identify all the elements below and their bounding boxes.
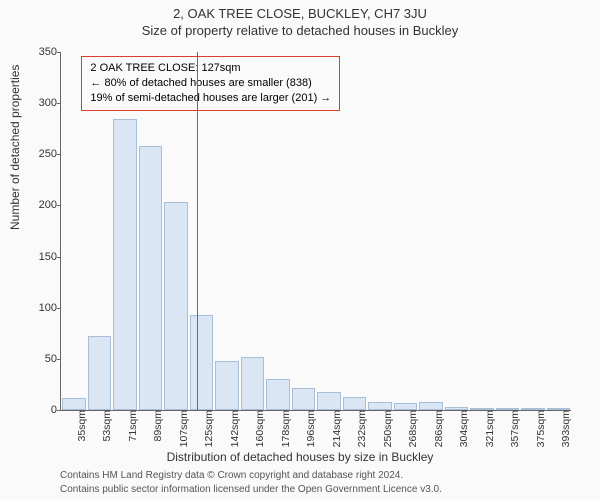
histogram-bar <box>266 379 290 410</box>
x-tick-label: 268sqm <box>405 410 419 447</box>
y-tick-mark <box>57 52 61 53</box>
y-tick-mark <box>57 410 61 411</box>
x-tick-label: 304sqm <box>456 410 470 447</box>
y-tick-mark <box>57 154 61 155</box>
x-tick-label: 89sqm <box>150 410 164 442</box>
x-tick-label: 196sqm <box>303 410 317 447</box>
annotation-line3: 19% of semi-detached houses are larger (… <box>90 91 331 106</box>
histogram-bar <box>419 402 443 410</box>
y-axis-label: Number of detached properties <box>8 65 22 230</box>
y-tick-mark <box>57 359 61 360</box>
x-tick-label: 53sqm <box>99 410 113 442</box>
page-title: 2, OAK TREE CLOSE, BUCKLEY, CH7 3JU <box>0 0 600 21</box>
x-tick-label: 214sqm <box>329 410 343 447</box>
x-tick-label: 393sqm <box>558 410 572 447</box>
reference-line <box>197 52 198 410</box>
footer: Contains HM Land Registry data © Crown c… <box>60 469 442 496</box>
histogram-bar <box>317 392 341 410</box>
histogram-bar <box>62 398 86 410</box>
histogram-bar <box>343 397 367 410</box>
x-tick-label: 321sqm <box>482 410 496 447</box>
y-tick-mark <box>57 308 61 309</box>
histogram-bar <box>215 361 239 410</box>
x-tick-label: 35sqm <box>74 410 88 442</box>
y-tick-mark <box>57 257 61 258</box>
annotation-box: 2 OAK TREE CLOSE: 127sqm ← 80% of detach… <box>81 56 340 111</box>
x-tick-label: 160sqm <box>252 410 266 447</box>
x-tick-label: 178sqm <box>278 410 292 447</box>
y-tick-mark <box>57 205 61 206</box>
histogram-bar <box>368 402 392 410</box>
annotation-line1: 2 OAK TREE CLOSE: 127sqm <box>90 61 331 76</box>
histogram-bar <box>139 146 163 410</box>
chart-subtitle: Size of property relative to detached ho… <box>0 21 600 38</box>
x-tick-label: 286sqm <box>431 410 445 447</box>
x-tick-label: 357sqm <box>507 410 521 447</box>
x-tick-label: 71sqm <box>125 410 139 442</box>
histogram-bar <box>164 202 188 410</box>
x-tick-label: 125sqm <box>201 410 215 447</box>
histogram-bar <box>88 336 112 410</box>
x-tick-label: 107sqm <box>176 410 190 447</box>
histogram-bar <box>292 388 316 411</box>
x-tick-label: 250sqm <box>380 410 394 447</box>
histogram-bar <box>394 403 418 410</box>
histogram-bar <box>241 357 265 410</box>
histogram-bar <box>190 315 214 410</box>
annotation-line2: ← 80% of detached houses are smaller (83… <box>90 76 331 91</box>
histogram-bar <box>113 119 137 411</box>
footer-line2: Contains public sector information licen… <box>60 483 442 497</box>
x-tick-label: 142sqm <box>227 410 241 447</box>
y-tick-mark <box>57 103 61 104</box>
x-axis-label: Distribution of detached houses by size … <box>0 450 600 464</box>
footer-line1: Contains HM Land Registry data © Crown c… <box>60 469 442 483</box>
plot-area: 2 OAK TREE CLOSE: 127sqm ← 80% of detach… <box>60 52 571 411</box>
x-tick-label: 375sqm <box>533 410 547 447</box>
chart-container: 2, OAK TREE CLOSE, BUCKLEY, CH7 3JU Size… <box>0 0 600 500</box>
x-tick-label: 232sqm <box>354 410 368 447</box>
